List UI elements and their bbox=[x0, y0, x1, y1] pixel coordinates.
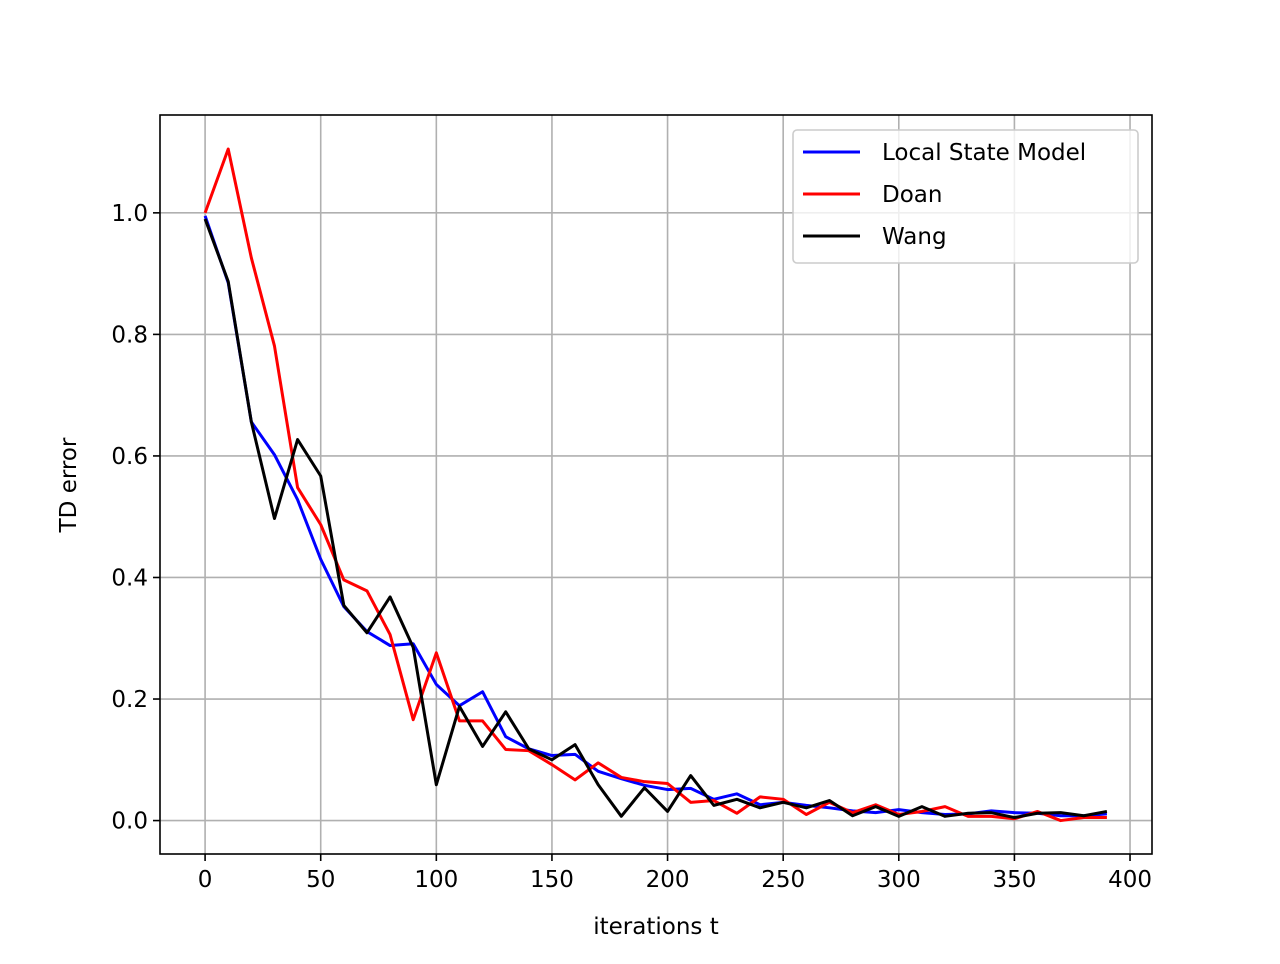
x-tick-label: 0 bbox=[198, 867, 213, 893]
y-tick-label: 0.0 bbox=[111, 809, 148, 835]
legend-label: Wang bbox=[882, 224, 947, 250]
y-tick-label: 0.4 bbox=[111, 565, 148, 591]
legend-box bbox=[792, 129, 1139, 264]
x-tick-label: 50 bbox=[306, 867, 335, 893]
data-line bbox=[203, 147, 1107, 823]
x-tick-label: 400 bbox=[1108, 867, 1152, 893]
y-tick-label: 1.0 bbox=[111, 201, 148, 227]
x-tick-label: 150 bbox=[530, 867, 574, 893]
x-tick-label: 100 bbox=[414, 867, 458, 893]
x-axis-label: iterations t bbox=[593, 914, 718, 940]
y-tick-label: 0.2 bbox=[111, 687, 148, 713]
data-line bbox=[203, 218, 1108, 820]
x-tick-label: 300 bbox=[877, 867, 921, 893]
x-tick-label: 200 bbox=[646, 867, 690, 893]
x-tick-label: 350 bbox=[992, 867, 1036, 893]
y-tick-label: 0.8 bbox=[111, 322, 148, 348]
legend-label: Local State Model bbox=[882, 140, 1086, 166]
legend-label: Doan bbox=[882, 182, 942, 208]
plot-frame bbox=[159, 114, 1153, 855]
y-tick-label: 0.6 bbox=[111, 444, 148, 470]
y-axis-label: TD error bbox=[56, 437, 82, 533]
x-tick-label: 250 bbox=[761, 867, 805, 893]
